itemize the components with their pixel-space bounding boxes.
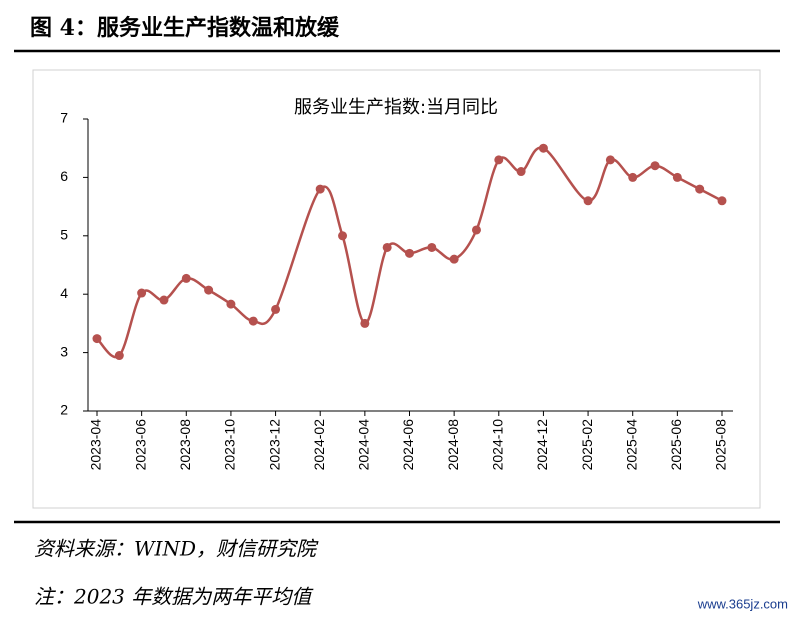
data-point: [226, 299, 236, 309]
x-tick-label: 2023-08: [177, 419, 193, 471]
data-point: [583, 196, 593, 206]
data-point: [382, 242, 392, 252]
data-point: [315, 184, 325, 194]
x-tick-label: 2024-06: [400, 419, 416, 471]
x-tick-label: 2025-02: [579, 419, 595, 471]
y-tick-label: 5: [60, 227, 68, 243]
data-point: [427, 242, 437, 252]
data-point: [204, 285, 214, 295]
data-point: [338, 231, 348, 241]
data-point: [695, 184, 705, 194]
data-point: [628, 172, 638, 182]
data-point: [137, 288, 147, 298]
data-point: [360, 318, 370, 328]
series-line: [96, 146, 723, 359]
y-tick-label: 3: [60, 343, 68, 359]
data-point: [471, 225, 481, 235]
data-point: [92, 334, 102, 344]
data-point: [672, 172, 682, 182]
data-point: [538, 143, 548, 153]
data-point: [605, 155, 615, 165]
note: 注：2023 年数据为两年平均值: [34, 585, 314, 609]
x-tick-label: 2024-04: [356, 419, 372, 471]
x-tick-label: 2025-08: [713, 419, 729, 471]
x-tick-label: 2025-06: [668, 419, 684, 471]
figure-title: 图 4：服务业生产指数温和放缓: [30, 15, 340, 41]
data-point: [405, 248, 414, 258]
data-point: [271, 304, 281, 314]
x-tick-label: 2024-12: [534, 419, 550, 471]
x-tick-label: 2023-04: [88, 419, 104, 471]
y-tick-label: 4: [60, 285, 68, 301]
y-tick-label: 2: [60, 402, 68, 418]
data-point: [181, 273, 191, 283]
x-tick-label: 2023-06: [132, 419, 148, 471]
x-tick-label: 2023-12: [266, 419, 282, 471]
x-tick-label: 2024-10: [489, 419, 505, 471]
watermark: www.365jz.com: [697, 596, 788, 611]
data-point: [248, 316, 258, 326]
data-point: [159, 295, 169, 305]
data-point: [516, 167, 526, 177]
data-point: [449, 254, 459, 264]
x-tick-label: 2024-08: [445, 419, 461, 471]
y-tick-label: 7: [60, 110, 68, 126]
x-tick-label: 2025-04: [623, 419, 639, 471]
data-point: [650, 161, 660, 171]
data-point: [114, 351, 124, 361]
data-point: [717, 196, 727, 206]
data-point: [494, 155, 504, 165]
x-tick-label: 2024-02: [311, 419, 327, 471]
y-tick-label: 6: [60, 168, 68, 184]
x-tick-label: 2023-10: [222, 419, 238, 471]
chart-title: 服务业生产指数:当月同比: [294, 97, 498, 118]
source: 资料来源：WIND，财信研究院: [34, 537, 319, 561]
chart-frame: [32, 69, 761, 509]
